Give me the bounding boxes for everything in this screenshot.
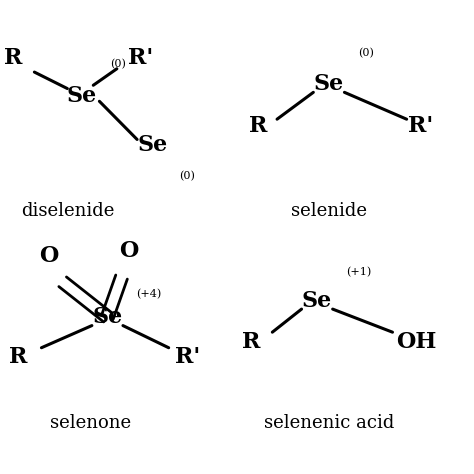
Text: R': R' bbox=[175, 346, 200, 368]
Text: R: R bbox=[249, 115, 267, 137]
Text: (0): (0) bbox=[358, 47, 374, 58]
Text: selenenic acid: selenenic acid bbox=[264, 414, 394, 432]
Text: Se: Se bbox=[137, 134, 167, 156]
Text: (0): (0) bbox=[110, 59, 126, 70]
Text: Se: Se bbox=[314, 73, 344, 95]
Text: R': R' bbox=[128, 47, 153, 69]
Text: (+1): (+1) bbox=[346, 267, 372, 277]
Text: Se: Se bbox=[302, 290, 332, 311]
Text: O: O bbox=[119, 240, 138, 262]
Text: selenone: selenone bbox=[50, 414, 131, 432]
Text: Se: Se bbox=[92, 306, 123, 328]
Text: (+4): (+4) bbox=[136, 289, 161, 299]
Text: R: R bbox=[242, 330, 260, 353]
Text: R: R bbox=[9, 346, 27, 368]
Text: (0): (0) bbox=[180, 171, 195, 182]
Text: OH: OH bbox=[396, 330, 436, 353]
Text: selenide: selenide bbox=[291, 201, 367, 219]
Text: R': R' bbox=[408, 115, 433, 137]
Text: R: R bbox=[4, 47, 22, 69]
Text: diselenide: diselenide bbox=[21, 201, 114, 219]
Text: O: O bbox=[39, 245, 58, 267]
Text: Se: Se bbox=[66, 85, 97, 107]
